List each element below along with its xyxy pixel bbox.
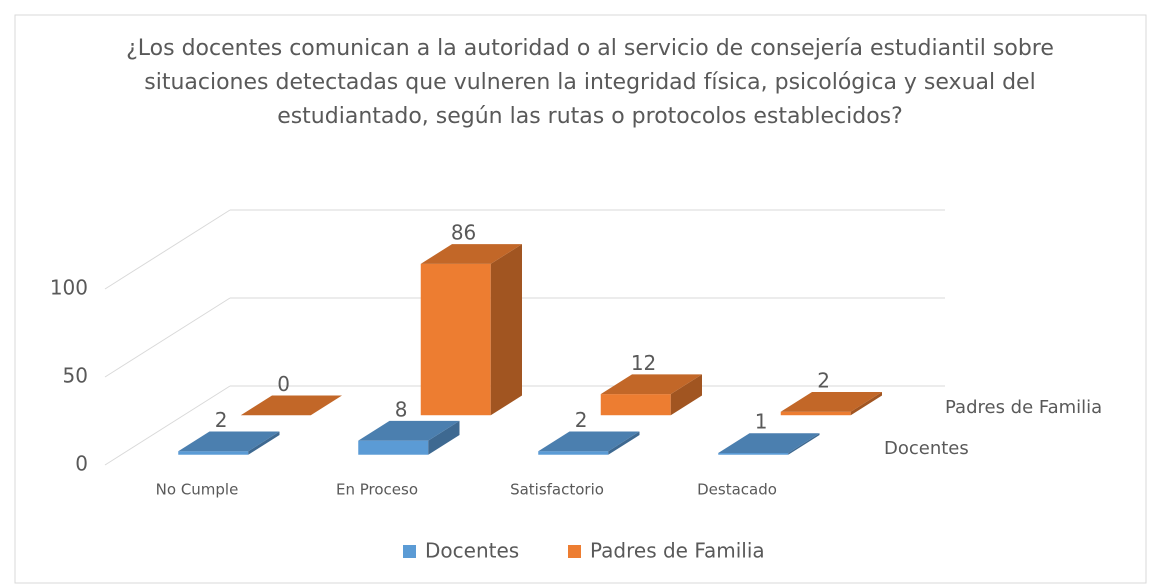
bar-top (600, 374, 702, 395)
bar (600, 374, 702, 416)
bar-side (248, 431, 280, 455)
bar-side (490, 244, 522, 416)
bar-top (718, 433, 820, 453)
legend-label: Padres de Familia (590, 539, 765, 563)
series-axis-label: Padres de Familia (945, 397, 1102, 418)
bar-side (608, 431, 640, 455)
value-label: 2 (575, 408, 588, 432)
x-tick-label: Satisfactorio (510, 481, 604, 499)
bar-front (780, 411, 851, 416)
x-tick-label: Destacado (697, 481, 777, 499)
grid-line (104, 385, 231, 466)
series-axis-label: Docentes (884, 438, 969, 459)
value-label: 0 (277, 372, 290, 396)
bar-top (538, 431, 640, 452)
bar-front (420, 263, 491, 416)
x-tick-label: No Cumple (156, 481, 239, 499)
x-tick-label: En Proceso (336, 481, 418, 499)
value-label: 12 (631, 351, 656, 375)
bar-front (358, 440, 429, 455)
bar-top (358, 420, 460, 441)
value-label: 2 (215, 408, 228, 432)
legend-swatch (568, 545, 581, 558)
value-label: 86 (451, 221, 476, 245)
y-tick-label: 0 (75, 452, 88, 476)
bar-side (788, 433, 820, 455)
bar (240, 395, 342, 416)
bar (178, 431, 280, 455)
bar-front (178, 451, 249, 455)
bar (358, 420, 460, 455)
bar-front (718, 452, 789, 455)
bar-side (850, 391, 882, 416)
bar (718, 433, 820, 455)
bar-front (600, 394, 671, 416)
y-tick-label: 100 (50, 276, 88, 300)
bar (420, 244, 522, 416)
value-label: 2 (817, 368, 830, 392)
grid-line (104, 209, 231, 290)
legend-swatch (403, 545, 416, 558)
bar-side (428, 420, 460, 455)
bar-top (420, 244, 522, 264)
bar-top (240, 395, 342, 416)
bar (780, 391, 882, 416)
value-label: 1 (755, 410, 768, 434)
bar-front (538, 451, 609, 455)
y-tick-label: 50 (63, 364, 88, 388)
bar-side (670, 374, 702, 416)
value-label: 8 (395, 397, 408, 421)
bar-top (780, 391, 882, 412)
bar-top (178, 431, 280, 452)
bar (538, 431, 640, 455)
chart-border (14, 14, 1147, 584)
legend-label: Docentes (425, 539, 519, 563)
chart-title: ¿Los docentes comunican a la autoridad o… (126, 36, 1054, 129)
grid-line (104, 297, 231, 378)
